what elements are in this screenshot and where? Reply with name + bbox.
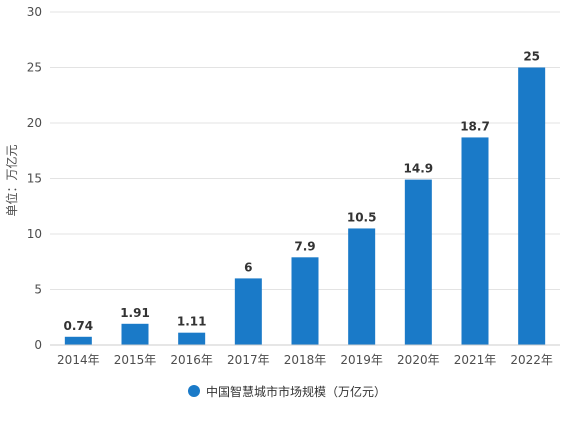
data-label: 0.74 <box>64 319 94 333</box>
data-label: 14.9 <box>404 162 434 176</box>
y-tick-label: 10 <box>27 227 42 241</box>
x-tick-label: 2015年 <box>114 353 157 367</box>
data-label: 18.7 <box>460 119 490 133</box>
x-axis-ticks: 2014年 2015年 2016年 2017年 2018年 2019年 2020年 2021年… <box>57 353 553 367</box>
data-label: 1.91 <box>120 306 150 320</box>
bar[interactable] <box>121 323 149 345</box>
bar[interactable] <box>291 257 319 345</box>
y-axis-title: 单位：万亿元 <box>4 144 19 216</box>
bars <box>64 67 546 346</box>
bar[interactable] <box>348 228 376 345</box>
bar[interactable] <box>461 137 489 345</box>
x-tick-label: 2017年 <box>227 353 270 367</box>
y-tick-label: 25 <box>27 61 42 75</box>
bar[interactable] <box>64 336 92 345</box>
y-tick-label: 15 <box>27 172 42 186</box>
x-tick-label: 2022年 <box>510 353 553 367</box>
x-tick-label: 2020年 <box>397 353 440 367</box>
x-tick-label: 2019年 <box>340 353 383 367</box>
bar[interactable] <box>518 67 546 346</box>
data-label: 25 <box>523 50 540 64</box>
y-tick-label: 30 <box>27 5 42 19</box>
x-tick-label: 2021年 <box>454 353 497 367</box>
bar[interactable] <box>178 332 206 345</box>
y-tick-label: 5 <box>34 283 42 297</box>
x-tick-label: 2016年 <box>170 353 213 367</box>
x-tick-label: 2014年 <box>57 353 100 367</box>
bar[interactable] <box>234 278 262 345</box>
y-tick-label: 0 <box>34 338 42 352</box>
legend-label: 中国智慧城市市场规模（万亿元） <box>206 384 386 399</box>
data-label: 1.11 <box>177 315 207 329</box>
data-label: 6 <box>244 260 252 274</box>
bar[interactable] <box>404 179 432 345</box>
data-labels: 0.74 1.91 1.11 6 7.9 10.5 14.9 18.7 25 <box>64 50 540 333</box>
legend-marker <box>188 385 200 397</box>
y-axis-ticks: 0 5 10 15 20 25 30 <box>27 5 42 352</box>
legend[interactable]: 中国智慧城市市场规模（万亿元） <box>188 384 386 399</box>
data-label: 7.9 <box>294 239 315 253</box>
y-tick-label: 20 <box>27 116 42 130</box>
x-tick-label: 2018年 <box>284 353 327 367</box>
data-label: 10.5 <box>347 210 377 224</box>
